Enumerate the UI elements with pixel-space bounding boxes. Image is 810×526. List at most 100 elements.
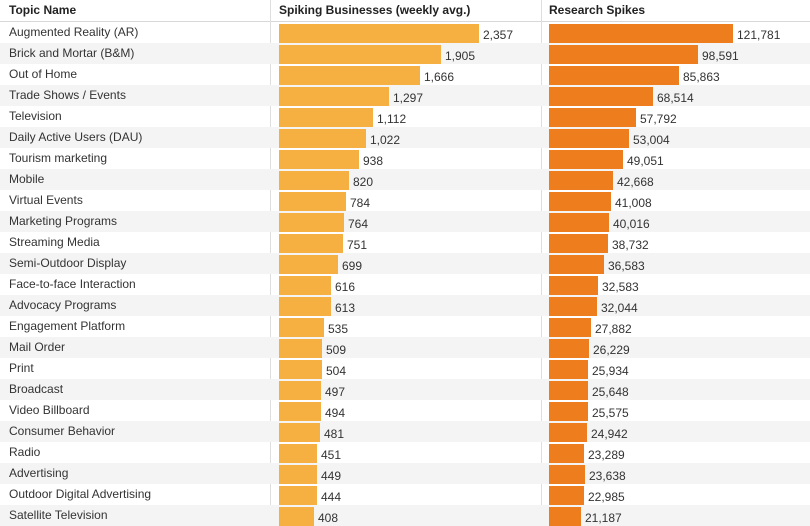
spiking-value: 1,666 bbox=[424, 70, 455, 84]
spiking-value: 509 bbox=[326, 343, 347, 357]
table-row[interactable]: Daily Active Users (DAU) 1,022 53,004 bbox=[0, 127, 810, 148]
spiking-value: 1,112 bbox=[377, 112, 407, 126]
research-value: 32,583 bbox=[602, 280, 639, 294]
spiking-value: 820 bbox=[353, 175, 374, 189]
topic-name: Consumer Behavior bbox=[9, 424, 116, 438]
topic-name: Trade Shows / Events bbox=[9, 88, 126, 102]
topic-name: Print bbox=[9, 361, 34, 375]
table-row[interactable]: Television 1,112 57,792 bbox=[0, 106, 810, 127]
research-bar bbox=[549, 87, 653, 106]
topic-name: Broadcast bbox=[9, 382, 64, 396]
research-bar bbox=[549, 360, 588, 379]
table-row[interactable]: Marketing Programs 764 40,016 bbox=[0, 211, 810, 232]
spiking-bar bbox=[279, 486, 317, 505]
research-bar bbox=[549, 213, 609, 232]
spiking-bar bbox=[279, 402, 321, 421]
table-row[interactable]: Streaming Media 751 38,732 bbox=[0, 232, 810, 253]
research-value: 68,514 bbox=[657, 91, 694, 105]
spiking-bar bbox=[279, 423, 320, 442]
research-bar bbox=[549, 255, 604, 274]
research-bar bbox=[549, 465, 585, 484]
spiking-bar bbox=[279, 24, 479, 43]
spiking-bar bbox=[279, 150, 359, 169]
research-value: 38,732 bbox=[612, 238, 649, 252]
research-bar bbox=[549, 444, 584, 463]
table-header: Topic Name Spiking Businesses (weekly av… bbox=[0, 0, 810, 22]
table-row[interactable]: Broadcast 497 25,648 bbox=[0, 379, 810, 400]
topic-name: Virtual Events bbox=[9, 193, 83, 207]
research-value: 21,187 bbox=[585, 511, 622, 525]
table-row[interactable]: Mail Order 509 26,229 bbox=[0, 337, 810, 358]
table-row[interactable]: Virtual Events 784 41,008 bbox=[0, 190, 810, 211]
table-row[interactable]: Advertising 449 23,638 bbox=[0, 463, 810, 484]
table-row[interactable]: Radio 451 23,289 bbox=[0, 442, 810, 463]
table-row[interactable]: Outdoor Digital Advertising 444 22,985 bbox=[0, 484, 810, 505]
research-bar bbox=[549, 129, 629, 148]
spiking-value: 1,022 bbox=[370, 133, 401, 147]
spiking-bar bbox=[279, 108, 373, 127]
spiking-bar bbox=[279, 339, 322, 358]
spiking-bar bbox=[279, 171, 349, 190]
research-bar bbox=[549, 402, 588, 421]
topic-name: Streaming Media bbox=[9, 235, 100, 249]
spiking-value: 764 bbox=[348, 217, 369, 231]
spiking-bar bbox=[279, 129, 366, 148]
topic-name: Advocacy Programs bbox=[9, 298, 117, 312]
table-row[interactable]: Satellite Television 408 21,187 bbox=[0, 505, 810, 526]
table-row[interactable]: Out of Home 1,666 85,863 bbox=[0, 64, 810, 85]
spiking-bar bbox=[279, 465, 317, 484]
table-row[interactable]: Advocacy Programs 613 32,044 bbox=[0, 295, 810, 316]
topic-name: Mail Order bbox=[9, 340, 66, 354]
research-value: 42,668 bbox=[617, 175, 654, 189]
research-bar bbox=[549, 45, 698, 64]
research-bar bbox=[549, 276, 598, 295]
spiking-bar bbox=[279, 192, 346, 211]
research-value: 24,942 bbox=[591, 427, 628, 441]
research-value: 36,583 bbox=[608, 259, 645, 273]
header-spiking-businesses[interactable]: Spiking Businesses (weekly avg.) bbox=[279, 3, 471, 17]
topic-name: Radio bbox=[9, 445, 41, 459]
research-bar bbox=[549, 486, 584, 505]
spiking-bar bbox=[279, 87, 389, 106]
spiking-value: 535 bbox=[328, 322, 349, 336]
header-research-spikes[interactable]: Research Spikes bbox=[549, 3, 646, 17]
table-row[interactable]: Engagement Platform 535 27,882 bbox=[0, 316, 810, 337]
spiking-value: 481 bbox=[324, 427, 345, 441]
topic-name: Video Billboard bbox=[9, 403, 90, 417]
spiking-value: 938 bbox=[363, 154, 384, 168]
research-value: 25,934 bbox=[592, 364, 629, 378]
table-row[interactable]: Consumer Behavior 481 24,942 bbox=[0, 421, 810, 442]
topic-name: Marketing Programs bbox=[9, 214, 118, 228]
table-row[interactable]: Mobile 820 42,668 bbox=[0, 169, 810, 190]
research-bar bbox=[549, 108, 636, 127]
header-topic-name[interactable]: Topic Name bbox=[9, 3, 77, 17]
table-row[interactable]: Trade Shows / Events 1,297 68,514 bbox=[0, 85, 810, 106]
table-row[interactable]: Face-to-face Interaction 616 32,583 bbox=[0, 274, 810, 295]
research-bar bbox=[549, 150, 623, 169]
table-row[interactable]: Semi-Outdoor Display 699 36,583 bbox=[0, 253, 810, 274]
topic-name: Daily Active Users (DAU) bbox=[9, 130, 143, 144]
research-value: 26,229 bbox=[593, 343, 630, 357]
spiking-bar bbox=[279, 66, 420, 85]
research-bar bbox=[549, 381, 588, 400]
table-row[interactable]: Print 504 25,934 bbox=[0, 358, 810, 379]
spiking-value: 449 bbox=[321, 469, 342, 483]
table-row[interactable]: Video Billboard 494 25,575 bbox=[0, 400, 810, 421]
topic-name: Engagement Platform bbox=[9, 319, 126, 333]
research-bar bbox=[549, 234, 608, 253]
spiking-value: 444 bbox=[321, 490, 342, 504]
research-bar bbox=[549, 318, 591, 337]
research-bar bbox=[549, 297, 597, 316]
research-value: 57,792 bbox=[640, 112, 677, 126]
table-row[interactable]: Brick and Mortar (B&M) 1,905 98,591 bbox=[0, 43, 810, 64]
spiking-bar bbox=[279, 45, 441, 64]
topic-name: Advertising bbox=[9, 466, 69, 480]
research-bar bbox=[549, 423, 587, 442]
spiking-value: 1,297 bbox=[393, 91, 424, 105]
research-value: 23,638 bbox=[589, 469, 626, 483]
spiking-bar bbox=[279, 360, 322, 379]
table-row[interactable]: Tourism marketing 938 49,051 bbox=[0, 148, 810, 169]
table-row[interactable]: Augmented Reality (AR) 2,357 121,781 bbox=[0, 22, 810, 43]
research-value: 85,863 bbox=[683, 70, 720, 84]
